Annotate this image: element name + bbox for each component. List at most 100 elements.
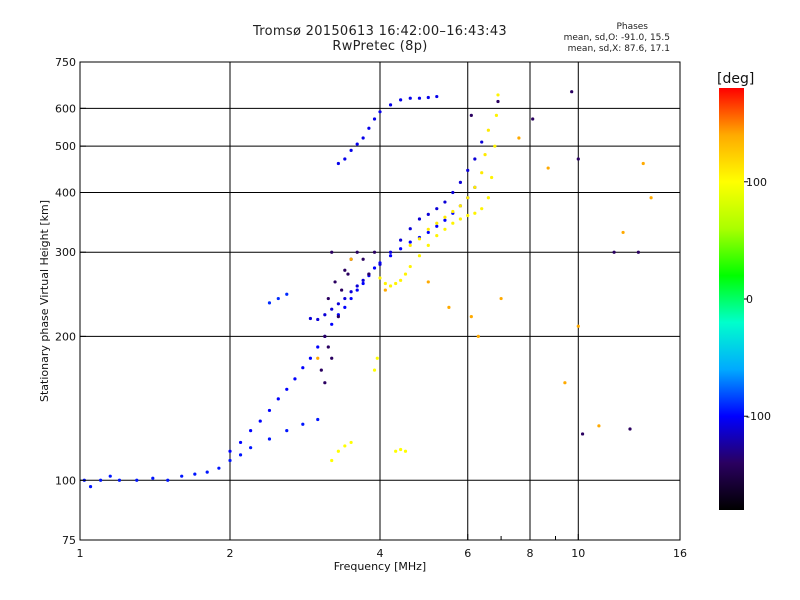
data-point (238, 453, 243, 457)
data-point (378, 262, 382, 266)
data-point (326, 345, 330, 349)
data-point (301, 422, 305, 426)
data-point (249, 446, 253, 450)
data-point (480, 207, 484, 211)
data-point (399, 238, 403, 242)
data-point (285, 429, 289, 433)
data-point (336, 161, 340, 166)
data-point (135, 478, 139, 482)
data-point (361, 136, 365, 140)
data-point (343, 305, 347, 309)
data-point (372, 250, 377, 254)
stats-x-line: mean, sd,X: 87.6, 17.1 (567, 44, 670, 54)
data-point (316, 317, 320, 322)
data-point (597, 424, 601, 428)
data-point (346, 272, 350, 276)
data-point (349, 257, 353, 261)
data-point (293, 377, 297, 381)
data-point (483, 153, 487, 157)
data-point (426, 227, 430, 231)
data-point (333, 280, 337, 284)
data-point (355, 142, 359, 146)
data-point (375, 356, 379, 360)
data-point (166, 478, 170, 482)
data-point (228, 458, 232, 463)
data-point (323, 313, 327, 317)
data-point (285, 387, 289, 391)
data-point (355, 288, 359, 292)
data-point (343, 157, 347, 161)
phase-stats: Phases mean, sd,O: -91.0, 15.5 mean, sd,… (564, 22, 670, 55)
grid (80, 62, 680, 540)
data-point (570, 90, 574, 94)
data-point (399, 98, 403, 102)
data-point (276, 397, 280, 401)
data-point (388, 284, 393, 288)
data-point (367, 126, 371, 130)
data-point (458, 204, 463, 208)
data-point (531, 117, 535, 121)
colorbar-tick-label: 100 (746, 176, 767, 189)
data-point (580, 432, 585, 436)
data-point (323, 334, 327, 338)
data-point (117, 478, 122, 482)
colorbar-label: [deg] (717, 71, 754, 87)
data-point (486, 128, 490, 132)
data-point (361, 257, 365, 261)
data-point (451, 221, 455, 225)
data-point (355, 250, 359, 254)
x-tick-label: 1 (77, 547, 84, 560)
data-point (466, 196, 470, 200)
y-tick-label: 500 (55, 140, 76, 153)
data-point (193, 472, 197, 476)
data-point (417, 96, 422, 100)
data-point (267, 408, 272, 413)
data-point (285, 292, 289, 296)
y-tick-label: 750 (55, 56, 76, 69)
data-point (408, 227, 412, 231)
data-point (330, 458, 334, 463)
data-point (417, 254, 422, 258)
data-point (417, 217, 422, 221)
data-point (469, 113, 473, 117)
data-point (408, 96, 412, 100)
data-point (399, 247, 403, 251)
data-point (628, 427, 632, 431)
data-point (426, 212, 430, 216)
data-point (276, 296, 280, 301)
data-point (316, 345, 320, 349)
data-point (469, 315, 473, 319)
data-point (443, 227, 447, 231)
data-point (494, 113, 499, 117)
data-point (88, 485, 93, 489)
data-point (426, 243, 430, 248)
data-point (349, 440, 353, 445)
y-tick-label: 100 (55, 474, 76, 487)
x-tick-label: 8 (527, 547, 534, 560)
colorbar: [deg] -100 0 100 (717, 71, 771, 510)
y-tick-label: 300 (55, 246, 76, 259)
stats-heading: Phases (616, 22, 648, 32)
data-point (372, 266, 377, 270)
data-point (378, 276, 382, 280)
data-point (466, 213, 470, 218)
data-point (399, 447, 403, 452)
data-point (349, 148, 353, 152)
data-point (308, 316, 313, 321)
data-point (249, 429, 253, 433)
stats-o-line: mean, sd,O: -91.0, 15.5 (563, 33, 670, 43)
data-point (361, 278, 365, 282)
data-point (476, 334, 480, 338)
data-point (378, 110, 382, 114)
data-point (490, 175, 494, 180)
data-point (336, 302, 340, 306)
data-point (383, 288, 387, 292)
data-points (82, 90, 653, 489)
data-point (323, 381, 327, 385)
data-point (343, 296, 347, 301)
data-point (563, 381, 567, 385)
y-tick-label: 600 (55, 102, 76, 115)
data-point (403, 272, 408, 276)
data-point (443, 218, 447, 222)
